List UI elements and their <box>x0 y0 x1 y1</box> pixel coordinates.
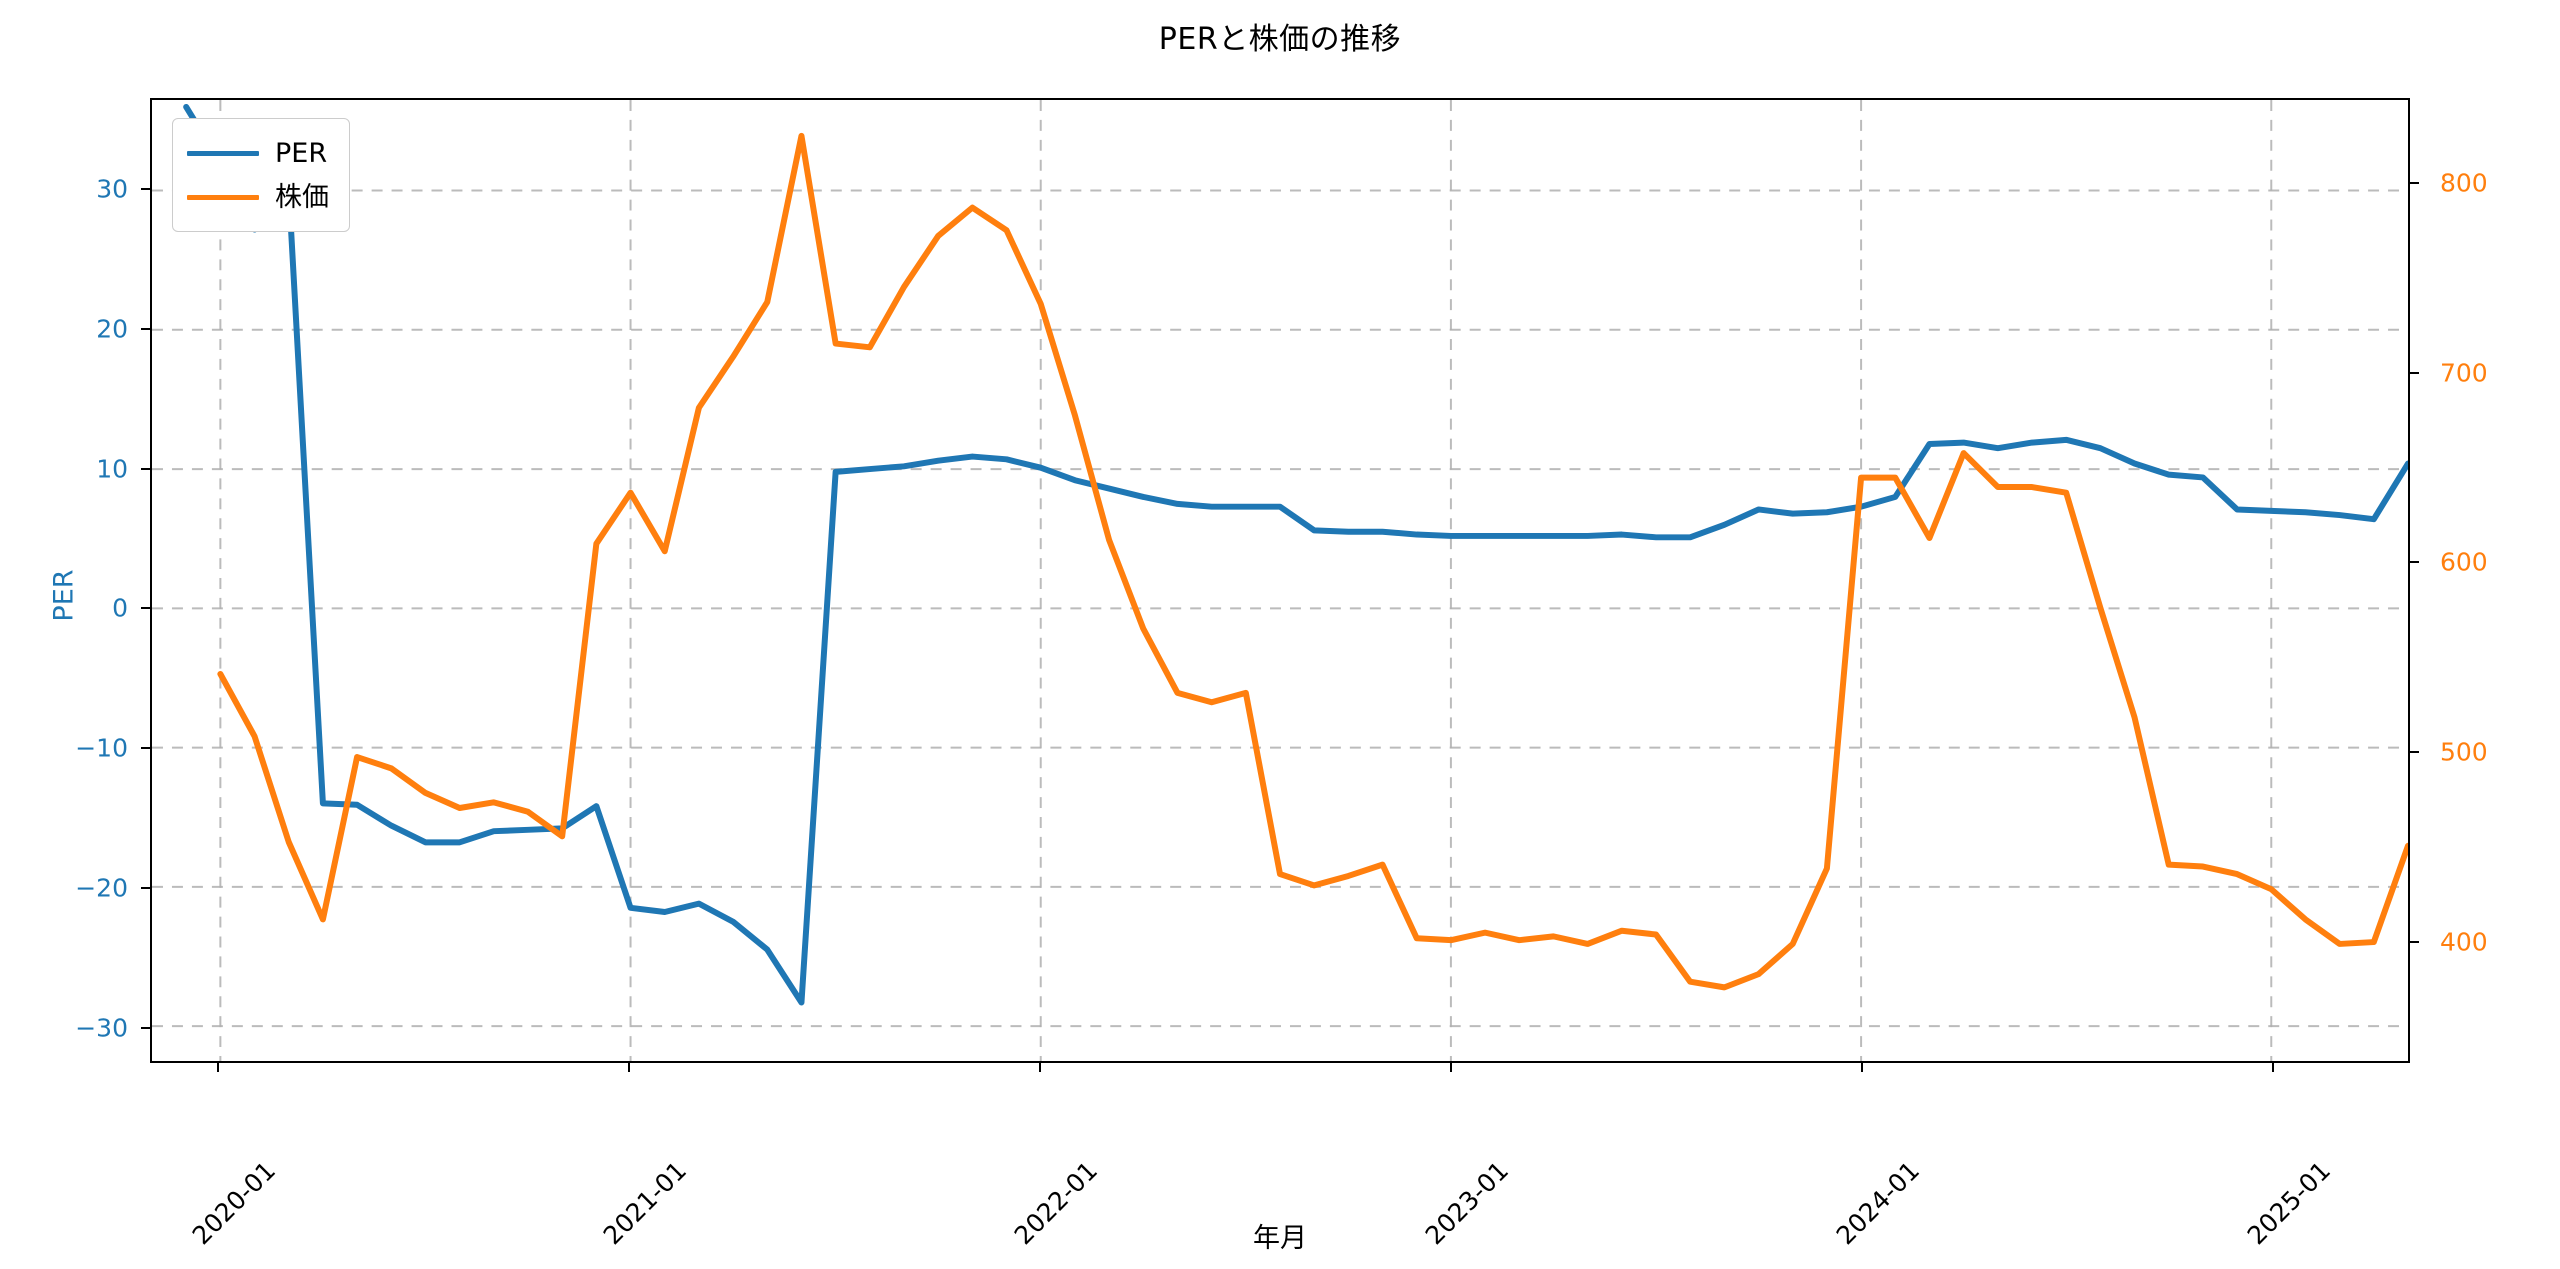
y-left-tick-label: 10 <box>96 454 128 484</box>
y-right-tick-label: 800 <box>2440 168 2488 198</box>
plot-area <box>150 98 2410 1063</box>
y-right-tick-mark <box>2410 561 2419 564</box>
legend-swatch-kabuka <box>187 194 259 200</box>
x-tick-mark <box>217 1063 220 1072</box>
x-tick-mark <box>1039 1063 1042 1072</box>
gridlines <box>152 100 2408 1061</box>
y-right-tick-mark <box>2410 182 2419 185</box>
x-axis-label: 年月 <box>1253 1223 1307 1254</box>
y-right-tick-mark <box>2410 751 2419 754</box>
y-left-tick-mark <box>141 187 150 190</box>
y-left-tick-label: 20 <box>96 314 128 344</box>
series-line-0 <box>183 103 2408 1006</box>
y-right-tick-label: 500 <box>2440 737 2488 767</box>
chart-legend: PER 株価 <box>172 118 350 232</box>
x-tick-mark <box>628 1063 631 1072</box>
legend-item-per[interactable]: PER <box>187 131 329 175</box>
y-left-tick-label: −20 <box>75 873 128 903</box>
legend-swatch-per <box>187 150 259 156</box>
y-left-tick-mark <box>141 467 150 470</box>
y-right-tick-mark <box>2410 940 2419 943</box>
y-left-tick-label: 30 <box>96 174 128 204</box>
x-tick-mark <box>2272 1063 2275 1072</box>
y-left-tick-mark <box>141 607 150 610</box>
series-line-1 <box>217 132 2408 991</box>
legend-label-kabuka: 株価 <box>275 181 329 213</box>
legend-label-per: PER <box>275 137 328 169</box>
legend-item-kabuka[interactable]: 株価 <box>187 175 329 219</box>
y-right-tick-label: 700 <box>2440 358 2488 388</box>
y-right-tick-mark <box>2410 371 2419 374</box>
chart-title: PERと株価の推移 <box>1158 22 1402 57</box>
y-left-tick-mark <box>141 887 150 890</box>
x-tick-mark <box>1450 1063 1453 1072</box>
plot-svg <box>152 100 2408 1061</box>
y-left-tick-mark <box>141 747 150 750</box>
y-axis-left-label: PER <box>48 569 80 622</box>
y-right-tick-label: 600 <box>2440 547 2488 577</box>
y-left-tick-label: −10 <box>75 733 128 763</box>
x-tick-mark <box>1861 1063 1864 1072</box>
y-left-tick-label: 0 <box>112 593 128 623</box>
y-left-tick-mark <box>141 327 150 330</box>
series-lines <box>183 103 2408 1006</box>
y-right-tick-label: 400 <box>2440 927 2488 957</box>
y-left-tick-mark <box>141 1027 150 1030</box>
y-left-tick-label: −30 <box>75 1013 128 1043</box>
